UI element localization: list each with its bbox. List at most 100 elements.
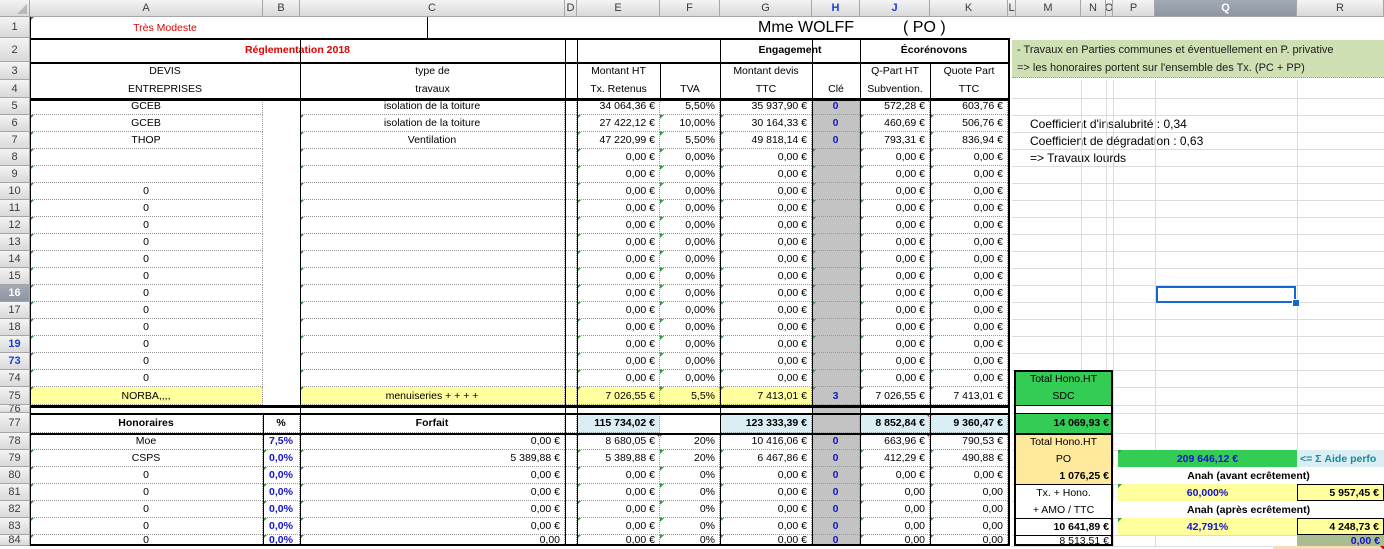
cell-cle-label[interactable]: Clé	[812, 80, 860, 98]
cell-K83[interactable]: 0,00	[930, 518, 1008, 535]
cell-A83[interactable]: 0	[30, 518, 263, 535]
cell-E11[interactable]: 0,00 €	[577, 200, 660, 217]
cell-po-total[interactable]: 1 076,25 €	[1014, 467, 1113, 484]
cell-D75[interactable]	[565, 387, 577, 405]
cell-E18[interactable]: 0,00 €	[577, 319, 660, 336]
cell-C82[interactable]: 0,00 €	[300, 501, 565, 518]
cell-A15[interactable]: 0	[30, 268, 263, 285]
row-header-76[interactable]: 76	[0, 405, 30, 413]
cell-A79[interactable]: CSPS	[30, 450, 263, 467]
cell-F5[interactable]: 5,50%	[660, 98, 720, 115]
cell-owner-type[interactable]: Très Modeste	[30, 17, 300, 38]
row-header-17[interactable]: 17	[0, 302, 30, 319]
cell-D15[interactable]	[565, 268, 577, 285]
cell-A16[interactable]: 0	[30, 285, 263, 302]
cell-H8[interactable]	[812, 149, 860, 166]
cell-C75[interactable]: menuiseries + + + +	[300, 387, 565, 405]
row-header-12[interactable]: 12	[0, 217, 30, 234]
cell-D82[interactable]	[565, 501, 577, 518]
cell-F81[interactable]: 0%	[660, 484, 720, 501]
cell-J81[interactable]: 0,00	[860, 484, 930, 501]
cell-D79[interactable]	[565, 450, 577, 467]
col-header-L[interactable]: L	[1008, 0, 1016, 17]
cell-F75[interactable]: 5,5%	[660, 387, 720, 405]
cell-B82[interactable]: 0,0%	[263, 501, 300, 518]
cell-E7[interactable]: 47 220,99 €	[577, 132, 660, 149]
cell-G12[interactable]: 0,00 €	[720, 217, 812, 234]
cell-B76[interactable]	[263, 405, 300, 413]
cell-F17[interactable]: 0,00%	[660, 302, 720, 319]
row-header-10[interactable]: 10	[0, 183, 30, 200]
cell-anah-after-amount[interactable]: 4 248,73 €	[1297, 518, 1384, 535]
cell-K11[interactable]: 0,00 €	[930, 200, 1008, 217]
cell-D74[interactable]	[565, 370, 577, 387]
cell-B81[interactable]: 0,0%	[263, 484, 300, 501]
cell-montant-devis-label[interactable]: Montant devis	[720, 62, 812, 80]
cell-H18[interactable]	[812, 319, 860, 336]
cell-G15[interactable]: 0,00 €	[720, 268, 812, 285]
cell-B78[interactable]: 7,5%	[263, 433, 300, 450]
cell-amo-ttc-label[interactable]: + AMO / TTC	[1014, 501, 1113, 518]
row-header-84[interactable]: 84	[0, 535, 30, 546]
cell-D7[interactable]	[565, 132, 577, 149]
cell-G75[interactable]: 7 413,01 €	[720, 387, 812, 405]
cell-K12[interactable]: 0,00 €	[930, 217, 1008, 234]
row-header-15[interactable]: 15	[0, 268, 30, 285]
cell-aide-total[interactable]: 209 646,12 €	[1118, 450, 1297, 467]
cell-K77[interactable]: 9 360,47 €	[930, 413, 1008, 433]
col-header-O[interactable]: O	[1106, 0, 1113, 17]
cell-G5[interactable]: 35 937,90 €	[720, 98, 812, 115]
cell-J16[interactable]: 0,00 €	[860, 285, 930, 302]
cell-G14[interactable]: 0,00 €	[720, 251, 812, 268]
cell-J75[interactable]: 7 026,55 €	[860, 387, 930, 405]
cell-G80[interactable]: 0,00 €	[720, 467, 812, 484]
cell-G11[interactable]: 0,00 €	[720, 200, 812, 217]
cell-sdc-spacer[interactable]	[1014, 405, 1113, 413]
cell-E6[interactable]: 27 422,12 €	[577, 115, 660, 132]
cell-C81[interactable]: 0,00 €	[300, 484, 565, 501]
row-header-14[interactable]: 14	[0, 251, 30, 268]
row-header-5[interactable]: 5	[0, 98, 30, 115]
cell-subvention-label[interactable]: Subvention.	[860, 80, 930, 98]
cell-F7[interactable]: 5,50%	[660, 132, 720, 149]
row-header-6[interactable]: 6	[0, 115, 30, 132]
cell-E9[interactable]: 0,00 €	[577, 166, 660, 183]
cell-J12[interactable]: 0,00 €	[860, 217, 930, 234]
cell-tva-label[interactable]: TVA	[660, 80, 720, 98]
cell-F16[interactable]: 0,00%	[660, 285, 720, 302]
cell-C19[interactable]	[300, 336, 565, 353]
row-header-73[interactable]: 73	[0, 353, 30, 370]
cell-blank[interactable]	[660, 62, 720, 80]
cell-E16[interactable]: 0,00 €	[577, 285, 660, 302]
cell-C6[interactable]: isolation de la toiture	[300, 115, 565, 132]
cell-J13[interactable]: 0,00 €	[860, 234, 930, 251]
cell-quote-part-label[interactable]: Quote Part	[930, 62, 1008, 80]
cell-C73[interactable]	[300, 353, 565, 370]
cell-E73[interactable]: 0,00 €	[577, 353, 660, 370]
cell-E74[interactable]: 0,00 €	[577, 370, 660, 387]
cell-D80[interactable]	[565, 467, 577, 484]
cell-H77[interactable]	[812, 413, 860, 433]
cell-C14[interactable]	[300, 251, 565, 268]
cell-F12[interactable]: 0,00%	[660, 217, 720, 234]
cell-D78[interactable]	[565, 433, 577, 450]
select-all-corner[interactable]	[0, 0, 30, 17]
cell-H9[interactable]	[812, 166, 860, 183]
col-header-J[interactable]: J	[860, 0, 930, 17]
cell-devis-label[interactable]: DEVIS	[30, 62, 300, 80]
cell-C17[interactable]	[300, 302, 565, 319]
cell-travaux-label[interactable]: travaux	[300, 80, 565, 98]
cell-E17[interactable]: 0,00 €	[577, 302, 660, 319]
cell-po-title-2[interactable]: PO	[1014, 450, 1113, 467]
row-header-82[interactable]: 82	[0, 501, 30, 518]
cell-D12[interactable]	[565, 217, 577, 234]
row-header-79[interactable]: 79	[0, 450, 30, 467]
col-header-C[interactable]: C	[300, 0, 565, 17]
cell-K8[interactable]: 0,00 €	[930, 149, 1008, 166]
cell-E77[interactable]: 115 734,02 €	[577, 413, 660, 433]
col-header-E[interactable]: E	[577, 0, 660, 17]
cell-ttc-label[interactable]: TTC	[720, 80, 812, 98]
cell-C78[interactable]: 0,00 €	[300, 433, 565, 450]
cell-K5[interactable]: 603,76 €	[930, 98, 1008, 115]
cell-C16[interactable]	[300, 285, 565, 302]
